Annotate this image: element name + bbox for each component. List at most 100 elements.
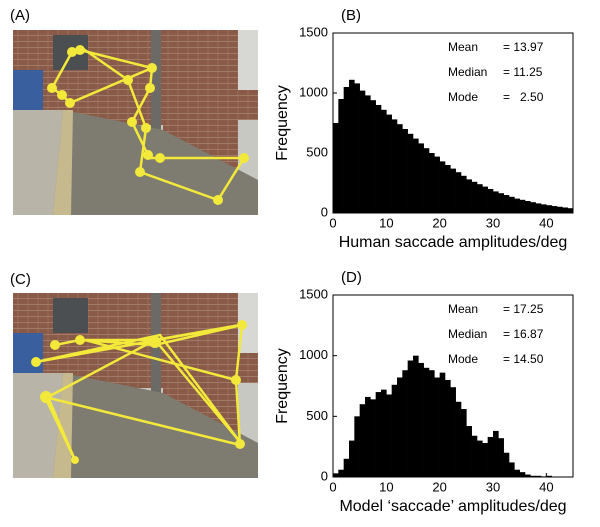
bar <box>461 409 467 477</box>
stat-value: = 13.97 <box>503 40 544 54</box>
bar <box>562 207 568 213</box>
bar <box>338 469 344 477</box>
bar <box>530 475 536 477</box>
bar <box>391 384 398 477</box>
bar <box>370 100 376 213</box>
bar <box>466 426 472 477</box>
bar <box>333 473 339 477</box>
bar <box>503 195 510 213</box>
bar <box>354 416 360 477</box>
y-tick-label: 500 <box>306 144 328 159</box>
bar <box>343 87 350 213</box>
bar <box>498 438 504 477</box>
bar <box>471 435 478 477</box>
bar <box>514 469 520 477</box>
x-tick-label: 0 <box>329 479 336 494</box>
bar <box>471 181 478 213</box>
bar <box>397 124 403 213</box>
bar <box>498 193 504 213</box>
axes-frame <box>332 294 574 478</box>
bar <box>375 392 382 477</box>
bar <box>418 362 424 477</box>
bar <box>450 168 456 213</box>
bar <box>343 458 350 477</box>
stat-name: Mode <box>448 90 478 104</box>
bar <box>423 148 430 213</box>
x-axis-label: Model ‘saccade’ amplitudes/deg <box>339 498 566 515</box>
bar <box>434 377 440 477</box>
bar <box>445 379 451 477</box>
bar <box>482 186 488 213</box>
stat-name: Mean <box>448 302 478 316</box>
bar <box>535 475 542 477</box>
x-tick-label: 40 <box>539 479 553 494</box>
x-tick-label: 20 <box>432 215 446 230</box>
panel-label: (C) <box>10 271 31 288</box>
y-axis-label: Frequency <box>274 85 291 161</box>
bar <box>439 161 446 213</box>
bar <box>354 83 360 214</box>
x-tick-label: 20 <box>432 479 446 494</box>
bar <box>359 404 366 477</box>
bar <box>466 179 472 213</box>
bar <box>338 99 344 213</box>
bar <box>477 184 483 213</box>
bar <box>375 105 382 213</box>
bar <box>530 202 536 213</box>
bar <box>482 443 488 477</box>
bar <box>519 199 526 213</box>
panel-label: (A) <box>10 7 30 24</box>
bar <box>514 198 520 213</box>
axes-frame <box>332 32 574 214</box>
bar <box>423 367 430 477</box>
bar <box>429 370 435 477</box>
bar <box>493 430 499 477</box>
bar <box>434 156 440 213</box>
bar <box>477 440 483 477</box>
x-tick-label: 30 <box>486 479 500 494</box>
bar <box>551 206 558 213</box>
bar <box>359 90 366 213</box>
y-tick-label: 1500 <box>299 286 328 301</box>
y-tick-label: 0 <box>321 204 328 219</box>
bar <box>525 474 531 477</box>
bar <box>493 191 499 213</box>
bar <box>402 370 408 477</box>
bar <box>381 109 387 213</box>
stat-value: = 14.50 <box>503 352 544 366</box>
panel-label: (B) <box>341 7 361 24</box>
bar <box>407 133 414 213</box>
bar <box>439 372 446 477</box>
stat-name: Mean <box>448 40 478 54</box>
bar <box>397 377 403 477</box>
bar <box>365 95 371 213</box>
bar <box>429 153 435 213</box>
bar <box>487 189 494 213</box>
x-tick-label: 40 <box>539 215 553 230</box>
y-axis-label: Frequency <box>274 348 291 424</box>
photo-a <box>13 30 258 215</box>
bar <box>455 401 462 477</box>
bar <box>365 396 371 477</box>
bar <box>567 208 574 213</box>
y-tick-label: 1500 <box>299 24 328 39</box>
bar <box>509 462 515 477</box>
stat-value: = 17.25 <box>503 302 544 316</box>
bar <box>413 355 419 477</box>
bar <box>402 129 408 213</box>
stat-value: = 16.87 <box>503 327 544 341</box>
bar <box>386 394 392 477</box>
y-tick-label: 1000 <box>299 347 328 362</box>
x-axis-label: Human saccade amplitudes/deg <box>339 234 568 251</box>
bar <box>487 436 494 477</box>
bar <box>461 175 467 213</box>
y-tick-label: 0 <box>321 468 328 483</box>
stat-name: Median <box>448 65 487 79</box>
bar <box>445 165 451 213</box>
photo-c <box>13 293 258 478</box>
bar <box>418 143 424 213</box>
stat-name: Median <box>448 327 487 341</box>
bar <box>381 389 387 477</box>
bar <box>407 360 414 477</box>
x-tick-label: 30 <box>486 215 500 230</box>
